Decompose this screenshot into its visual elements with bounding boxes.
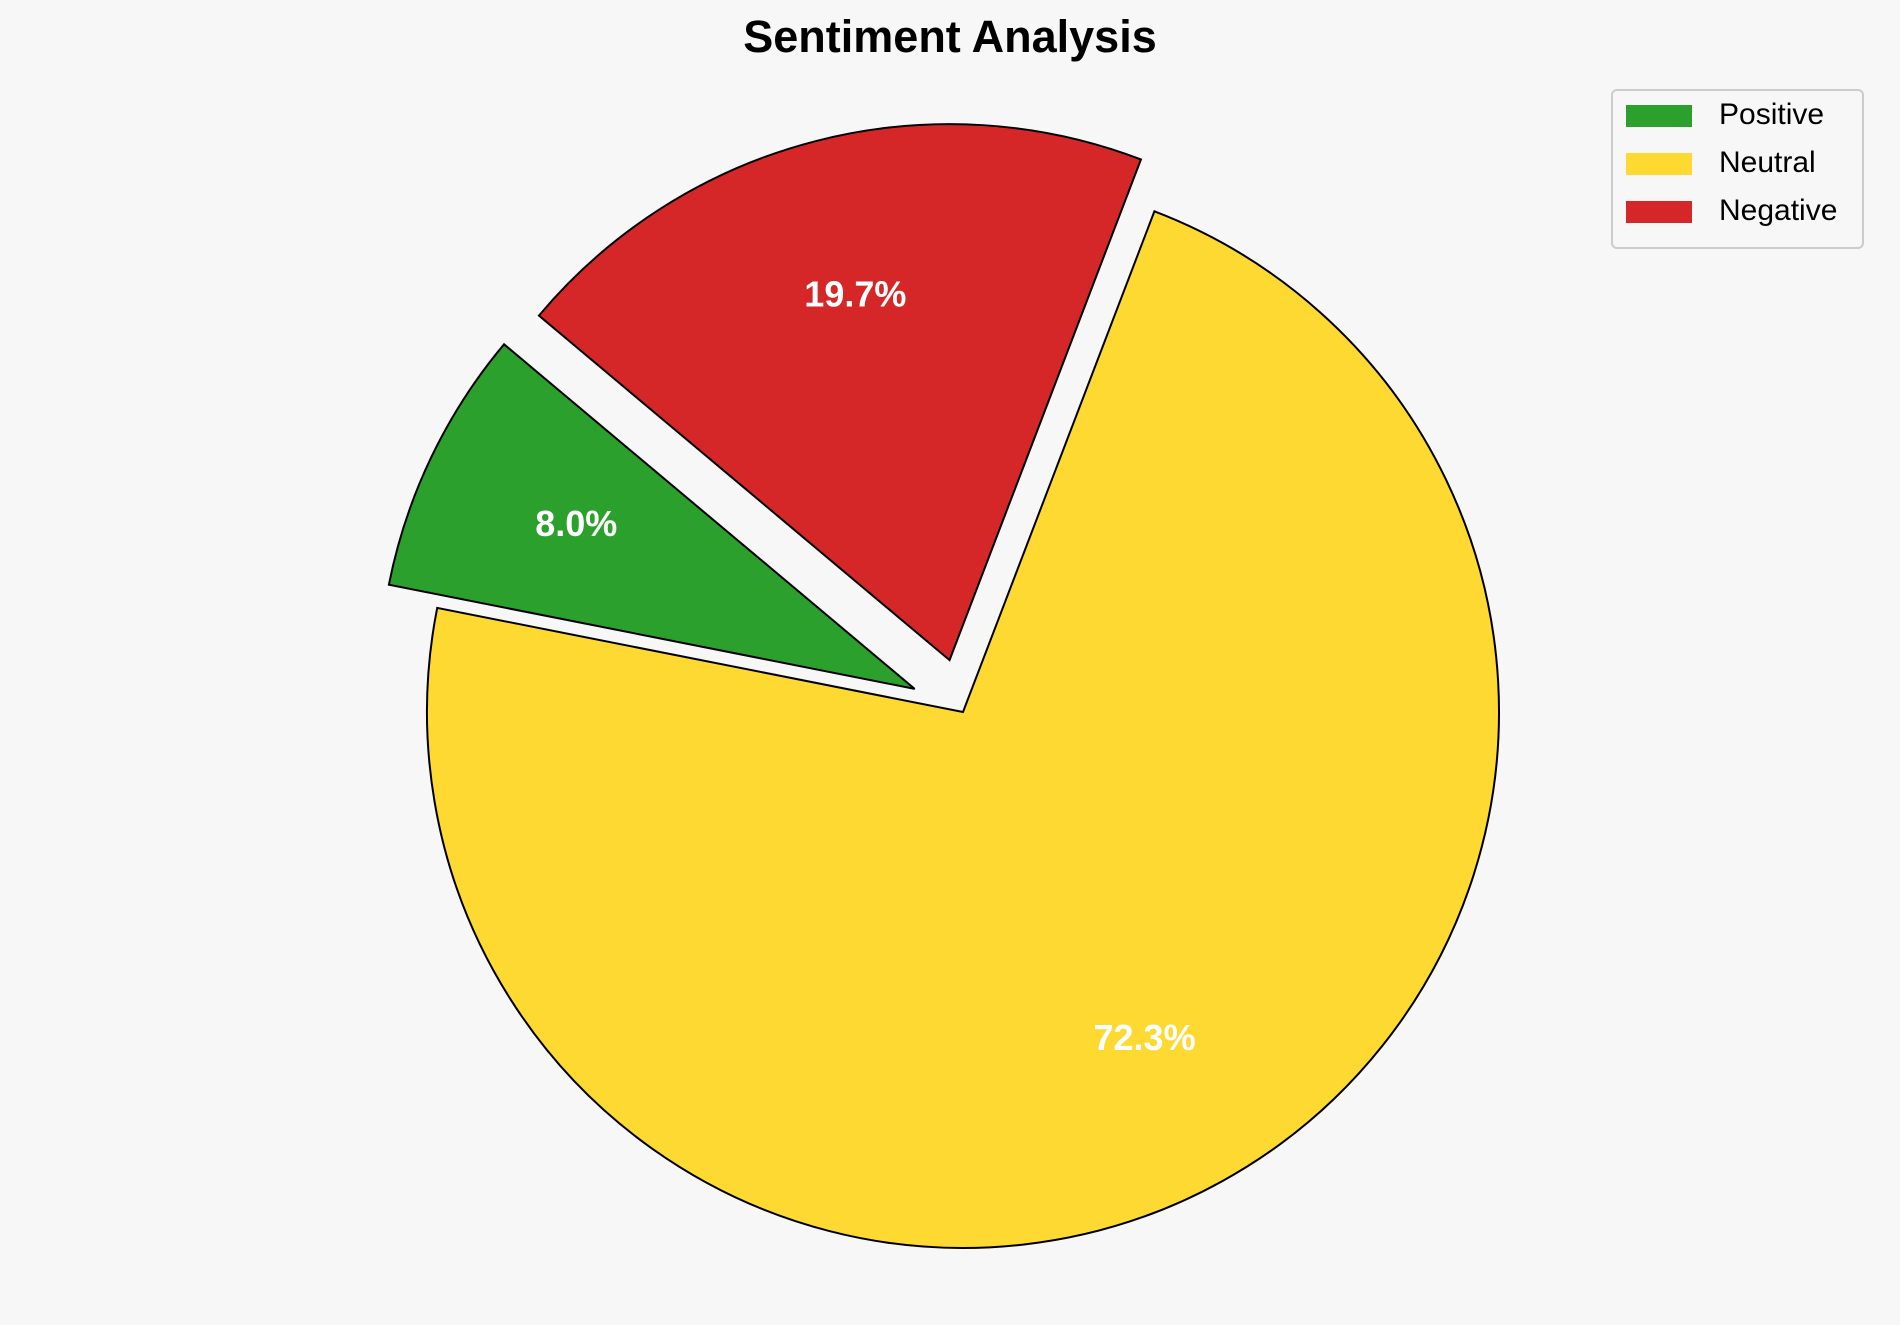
chart-title: Sentiment Analysis <box>743 11 1156 62</box>
pie: 8.0% 72.3% 19.7% <box>387 123 1500 1249</box>
pie-slice <box>426 210 1500 1249</box>
legend-label: Positive <box>1719 98 1824 131</box>
legend-label: Neutral <box>1719 146 1816 179</box>
pie-slice <box>537 123 1143 662</box>
slice-label: 72.3% <box>1094 1017 1196 1058</box>
legend: Positive Neutral Negative <box>1611 89 1864 249</box>
slice-label: 19.7% <box>804 273 906 314</box>
legend-swatch <box>1626 201 1692 223</box>
legend-label: Negative <box>1719 194 1837 227</box>
slice-label: 8.0% <box>535 503 617 544</box>
pie-slice <box>387 342 916 690</box>
legend-swatch <box>1626 105 1692 127</box>
legend-swatch <box>1626 153 1692 175</box>
